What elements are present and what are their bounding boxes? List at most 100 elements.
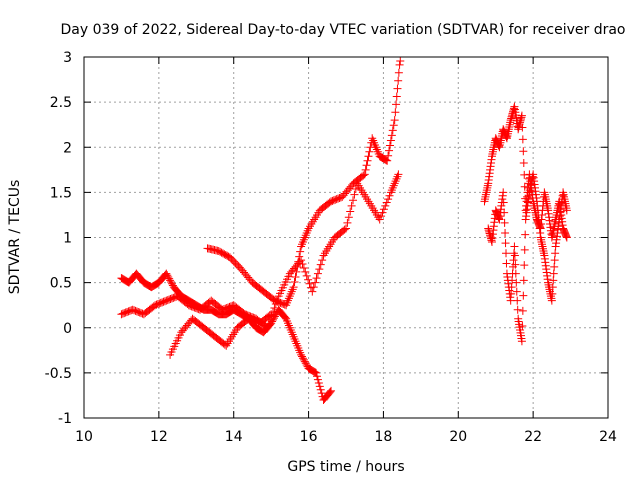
data-point — [318, 256, 327, 265]
data-point — [350, 190, 359, 199]
data-point — [295, 252, 304, 261]
data-point — [281, 313, 290, 322]
data-point — [520, 170, 529, 179]
data-point — [316, 260, 325, 269]
data-point — [395, 60, 404, 69]
data-point — [304, 275, 313, 284]
data-point — [386, 136, 395, 145]
data-point — [499, 188, 508, 197]
data-point — [512, 287, 521, 296]
data-point — [163, 271, 172, 280]
data-point — [265, 311, 274, 320]
data-point — [297, 350, 306, 359]
data-point — [519, 147, 528, 156]
data-point — [391, 108, 400, 117]
data-point — [521, 230, 530, 239]
data-point — [520, 261, 529, 270]
data-point — [362, 161, 371, 170]
data-point — [290, 278, 299, 287]
data-point — [300, 357, 309, 366]
data-point — [382, 156, 391, 165]
data-point — [308, 287, 317, 296]
y-tick-label: 0.5 — [50, 276, 72, 292]
data-point — [562, 233, 571, 242]
x-tick-label: 14 — [225, 429, 243, 445]
data-point — [316, 385, 325, 394]
data-point — [385, 146, 394, 155]
data-point — [518, 306, 527, 315]
data-point — [384, 195, 393, 204]
data-point — [314, 379, 323, 388]
data-point — [378, 208, 387, 217]
data-point — [377, 212, 386, 221]
x-tick-label: 20 — [449, 429, 467, 445]
data-point — [361, 165, 370, 174]
data-point — [519, 159, 528, 168]
data-point — [360, 170, 369, 179]
data-point — [517, 337, 526, 346]
y-tick-label: 1 — [63, 231, 72, 247]
data-point — [263, 323, 272, 332]
data-point — [344, 213, 353, 222]
x-tick-label: 12 — [150, 429, 168, 445]
data-point — [393, 84, 402, 93]
data-point — [267, 310, 276, 319]
data-point — [309, 283, 318, 292]
data-point — [519, 276, 528, 285]
data-point — [511, 269, 520, 278]
data-point — [384, 151, 393, 160]
data-point — [396, 57, 405, 65]
data-point — [294, 257, 303, 266]
data-point — [390, 116, 399, 125]
data-point — [509, 256, 518, 265]
data-point — [305, 279, 314, 288]
data-point — [375, 215, 384, 224]
data-point — [342, 224, 350, 233]
data-point — [164, 272, 173, 281]
x-tick-label: 22 — [524, 429, 542, 445]
data-point — [387, 131, 396, 140]
plot-frame — [83, 56, 609, 419]
y-tick-label: -1 — [58, 411, 72, 427]
data-point — [499, 198, 508, 207]
data-point — [298, 260, 307, 269]
data-point — [385, 191, 394, 200]
chart-title: Day 039 of 2022, Sidereal Day-to-day VTE… — [60, 22, 625, 38]
data-point — [507, 283, 516, 292]
data-point — [511, 260, 520, 269]
data-point — [381, 201, 390, 210]
data-point — [167, 278, 176, 287]
x-tick-label: 18 — [375, 429, 393, 445]
data-point — [500, 218, 509, 227]
data-point — [550, 262, 559, 271]
data-point — [364, 152, 373, 161]
data-point — [289, 283, 298, 292]
series-track-4 — [166, 310, 276, 359]
data-point — [500, 208, 509, 217]
data-point — [270, 304, 279, 313]
x-tick-label: 24 — [599, 429, 617, 445]
data-point — [365, 147, 374, 156]
data-point — [301, 267, 310, 276]
data-point — [301, 359, 310, 368]
data-point — [510, 242, 519, 251]
data-point — [315, 265, 324, 274]
data-point — [550, 256, 559, 265]
data-point — [166, 276, 175, 285]
x-tick-labels: 10 12 14 16 18 20 22 24 — [75, 429, 617, 445]
data-point — [382, 198, 391, 207]
y-tick-label: 2.5 — [50, 95, 72, 111]
data-point — [548, 283, 557, 292]
data-point — [502, 249, 511, 258]
x-tick-label: 10 — [75, 429, 93, 445]
y-tick-label: 1.5 — [50, 185, 72, 201]
data-point — [313, 269, 322, 278]
data-point — [517, 111, 526, 120]
data-point — [394, 76, 403, 85]
data-point — [296, 247, 305, 256]
series-track-3 — [203, 57, 405, 310]
data-point — [385, 141, 394, 150]
y-tick-labels: -1 -0.5 0 0.5 1 1.5 2 2.5 3 — [45, 50, 72, 427]
data-point — [343, 218, 352, 227]
